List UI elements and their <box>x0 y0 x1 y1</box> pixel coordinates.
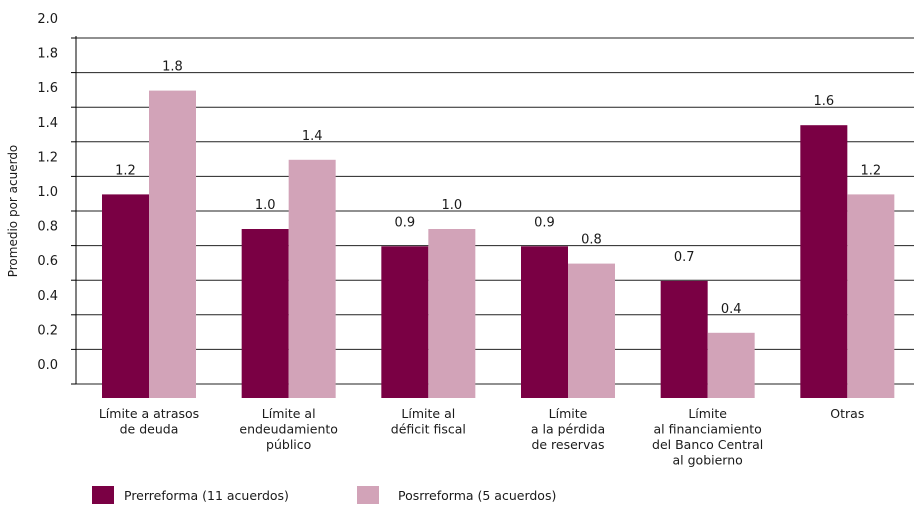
bar-prerreforma <box>660 280 708 398</box>
category-label: de reservas <box>531 437 604 452</box>
category-label: Límite <box>549 406 588 421</box>
data-label: 0.8 <box>581 233 602 248</box>
y-tick-labels: 2.0 1.8 1.6 1.4 1.2 1.0 0.8 0.6 0.4 0.2 0.0 <box>37 12 58 373</box>
y-tick-label: 0.4 <box>37 289 58 304</box>
bar-prerreforma <box>800 125 848 398</box>
data-label: 1.0 <box>255 198 276 213</box>
data-label: 0.7 <box>674 250 695 265</box>
bar-posrreforma <box>568 263 615 398</box>
y-tick-label: 0.6 <box>37 254 58 269</box>
category-label: Límite <box>688 406 727 421</box>
y-tick-label: 0.8 <box>37 220 58 235</box>
category-label: al financiamiento <box>654 422 762 437</box>
y-tick-label: 0.0 <box>37 358 58 373</box>
category-label: del Banco Central <box>652 437 763 452</box>
bar-posrreforma <box>428 229 476 398</box>
y-tick-label: 1.8 <box>37 47 58 62</box>
data-labels: 1.2 1.8 1.0 1.4 0.9 1.0 0.9 0.8 0.7 0.4 1.6 1.2 <box>115 60 881 317</box>
category-label: al gobierno <box>673 453 743 468</box>
category-label: Otras <box>830 406 864 421</box>
category-label: público <box>266 437 311 452</box>
bar-posrreforma <box>149 90 196 398</box>
data-label: 0.4 <box>721 302 742 317</box>
category-label: Límite al <box>401 406 455 421</box>
data-label: 1.2 <box>115 163 136 178</box>
category-label: de deuda <box>120 422 179 437</box>
category-label: Límite a atrasos <box>99 406 199 421</box>
category-label: Límite al <box>262 406 316 421</box>
legend-swatch-posrreforma <box>357 486 379 504</box>
y-tick-label: 1.0 <box>37 185 58 200</box>
data-label: 1.6 <box>813 94 834 109</box>
bar-prerreforma <box>102 194 149 398</box>
data-label: 1.0 <box>441 198 462 213</box>
legend: Prerreforma (11 acuerdos) Posrreforma (5… <box>92 486 556 504</box>
y-axis-label: Promedio por acuerdo <box>6 145 20 278</box>
legend-label-posrreforma: Posrreforma (5 acuerdos) <box>398 488 556 503</box>
data-label: 1.2 <box>860 163 881 178</box>
gridlines <box>71 37 914 385</box>
category-label: a la pérdida <box>531 422 605 437</box>
bar-posrreforma <box>288 159 336 398</box>
y-tick-label: 1.2 <box>37 150 58 165</box>
y-tick-label: 2.0 <box>37 12 58 27</box>
bar-posrreforma <box>707 332 755 398</box>
legend-swatch-prerreforma <box>92 486 114 504</box>
y-tick-label: 1.6 <box>37 81 58 96</box>
category-label: déficit fiscal <box>391 422 466 437</box>
y-tick-label: 1.4 <box>37 116 58 131</box>
data-label: 1.8 <box>162 60 183 75</box>
y-tick-label: 0.2 <box>37 323 58 338</box>
legend-label-prerreforma: Prerreforma (11 acuerdos) <box>124 488 289 503</box>
data-label: 0.9 <box>534 215 555 230</box>
bar-prerreforma <box>381 246 429 398</box>
bar-prerreforma <box>241 229 289 398</box>
bar-posrreforma <box>847 194 895 398</box>
data-label: 0.9 <box>394 215 415 230</box>
category-label: endeudamiento <box>239 422 338 437</box>
data-label: 1.4 <box>302 129 323 144</box>
bars <box>102 90 895 398</box>
bar-prerreforma <box>521 246 568 398</box>
